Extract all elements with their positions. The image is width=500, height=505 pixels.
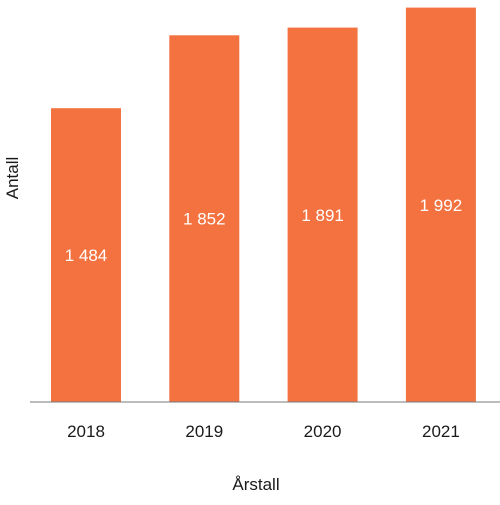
bar-value-label-2019: 1 852 [183, 210, 226, 229]
x-tick-label-2019: 2019 [185, 422, 223, 441]
bar-value-label-2020: 1 891 [301, 206, 344, 225]
x-tick-labels: 2018 2019 2020 2021 [67, 422, 460, 441]
bar-value-label-2018: 1 484 [65, 246, 108, 265]
bars-layer [51, 7, 476, 403]
bar-2021 [405, 7, 476, 402]
bar-value-label-2021: 1 992 [420, 196, 463, 215]
y-axis-title: Antall [3, 157, 22, 200]
bar-2019 [169, 35, 240, 403]
value-labels-layer: 1 484 1 852 1 891 1 992 [65, 196, 462, 265]
bar-2018 [51, 108, 121, 402]
bar-2020 [287, 27, 358, 402]
x-tick-label-2018: 2018 [67, 422, 105, 441]
x-tick-label-2021: 2021 [422, 422, 460, 441]
x-tick-label-2020: 2020 [304, 422, 342, 441]
x-axis-title: Årstall [232, 475, 279, 494]
